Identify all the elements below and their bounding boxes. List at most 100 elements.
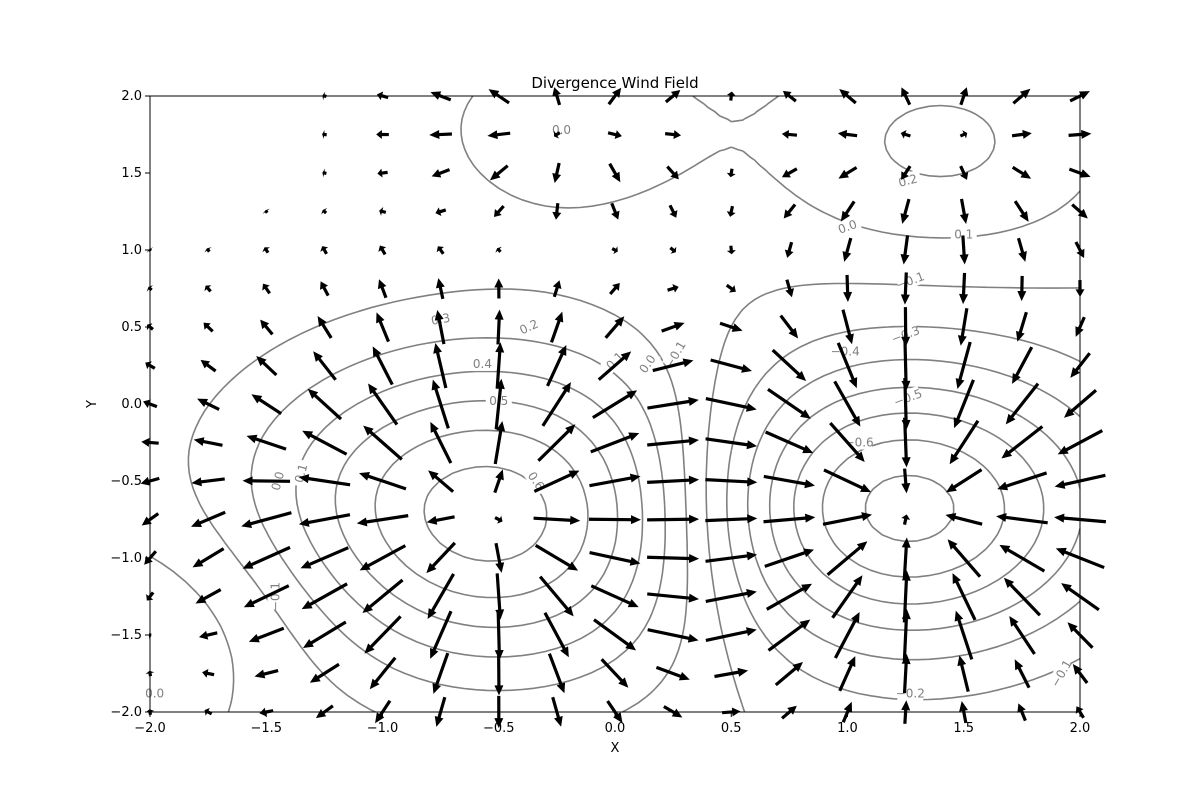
wind-arrow	[1016, 311, 1028, 342]
wind-arrow	[592, 390, 638, 419]
contour-line-3	[768, 386, 1081, 631]
contour-label-bg	[1047, 658, 1074, 689]
wind-arrow	[430, 421, 453, 464]
wind-arrow	[901, 468, 911, 494]
wind-arrow	[767, 387, 811, 419]
wind-arrow	[195, 588, 222, 604]
wind-arrow	[248, 626, 285, 643]
contour-label: −0.4	[831, 345, 860, 359]
wind-arrow	[1011, 165, 1032, 179]
wind-arrow	[957, 308, 969, 346]
wind-arrow	[781, 129, 798, 139]
x-tick-label: 0.5	[721, 721, 742, 736]
wind-arrow	[489, 164, 509, 181]
wind-arrow	[667, 284, 679, 293]
wind-arrow	[946, 468, 983, 493]
wind-arrow	[553, 130, 561, 139]
wind-arrow	[356, 514, 409, 527]
wind-arrow	[647, 475, 700, 485]
wind-arrow	[997, 471, 1048, 491]
wind-arrow	[668, 204, 678, 218]
contour-label: 0.4	[473, 357, 492, 371]
wind-arrow	[947, 539, 982, 578]
wind-arrow	[1074, 241, 1085, 258]
wind-arrow	[774, 662, 803, 687]
wind-arrow	[831, 575, 863, 619]
chart-title: Divergence Wind Field	[531, 74, 698, 92]
wind-arrow	[307, 388, 343, 421]
x-tick-label: −0.5	[483, 721, 515, 736]
x-axis-label: X	[611, 741, 620, 756]
wind-arrow	[957, 655, 970, 693]
wind-arrow	[726, 245, 736, 255]
wind-arrow	[900, 198, 911, 224]
wind-arrow	[589, 550, 641, 566]
x-tick-label: 1.0	[837, 721, 858, 736]
wind-arrow	[243, 584, 290, 608]
wind-arrow	[320, 281, 330, 297]
contour-line-0	[864, 474, 955, 543]
wind-arrow	[590, 432, 640, 454]
wind-arrow	[900, 235, 910, 265]
contour-label-bg	[633, 348, 661, 379]
wind-arrow	[494, 609, 504, 661]
wind-arrow	[764, 548, 814, 568]
tick-layer: −2.0 −1.5 −1.0 −0.5 0.0 0.5 1.0 1.5 2.0 −2.0 −1.5 −…	[110, 89, 1090, 736]
wind-arrow	[191, 510, 226, 527]
wind-arrow	[705, 477, 758, 487]
wind-arrow	[298, 474, 351, 487]
wind-arrow	[434, 309, 446, 345]
wind-arrow	[301, 582, 348, 610]
contour-line-8	[250, 104, 996, 692]
wind-arrow	[1009, 615, 1036, 655]
y-tick-label: −1.5	[110, 628, 142, 643]
wind-arrow	[664, 130, 682, 140]
wind-arrow	[959, 198, 969, 225]
wind-arrow	[494, 542, 505, 573]
contour-line-7	[187, 95, 1081, 713]
wind-arrow	[538, 575, 574, 617]
wind-arrow	[322, 130, 327, 139]
contour-label-bg	[892, 385, 923, 409]
wind-arrow	[763, 513, 816, 524]
wind-arrow	[192, 547, 225, 568]
wind-arrow	[377, 168, 388, 178]
wind-arrow	[426, 515, 455, 525]
wind-arrow	[372, 346, 394, 386]
wind-arrow	[436, 246, 445, 255]
wind-arrow	[647, 628, 699, 643]
wind-arrow	[726, 168, 736, 178]
wind-arrow	[359, 472, 407, 491]
wind-arrow	[1013, 200, 1029, 222]
wind-arrow	[780, 705, 797, 720]
wind-arrow	[495, 573, 505, 620]
wind-arrow	[829, 421, 865, 462]
contour-label: 0.1	[954, 228, 973, 242]
wind-arrow	[427, 573, 455, 620]
wind-arrow	[144, 550, 158, 565]
wind-arrow	[996, 513, 1048, 525]
contour-label-bg	[600, 346, 630, 376]
wind-arrow	[647, 397, 699, 410]
wind-arrow	[838, 656, 856, 692]
wind-arrow	[955, 341, 972, 389]
wind-arrow	[589, 473, 641, 488]
contour-label: 0.0	[836, 217, 859, 237]
x-tick-label: 1.5	[953, 721, 974, 736]
wind-arrow	[241, 511, 292, 529]
wind-arrow	[999, 544, 1046, 573]
x-tick-label: −2.0	[134, 721, 166, 736]
contour-label-bg	[469, 355, 496, 371]
wind-arrow	[322, 168, 327, 178]
wind-arrow	[203, 322, 214, 333]
wind-arrow	[705, 627, 757, 642]
wind-arrow	[202, 668, 215, 678]
wind-arrow	[608, 162, 621, 183]
x-tick-label: −1.5	[250, 721, 282, 736]
wind-arrow	[552, 162, 562, 183]
wind-arrow	[254, 668, 279, 679]
wind-arrow	[1071, 203, 1088, 219]
wind-arrow	[959, 130, 968, 139]
